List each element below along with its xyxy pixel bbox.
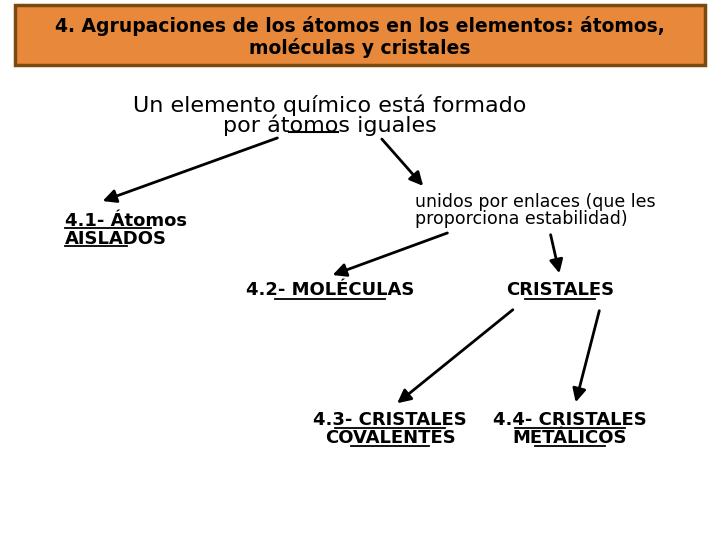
- Text: 4.4- CRISTALES: 4.4- CRISTALES: [493, 411, 647, 429]
- Text: moléculas y cristales: moléculas y cristales: [249, 38, 471, 58]
- Text: unidos por enlaces (que les: unidos por enlaces (que les: [415, 193, 656, 211]
- Text: 4. Agrupaciones de los átomos en los elementos: átomos,: 4. Agrupaciones de los átomos en los ele…: [55, 16, 665, 36]
- Text: CRISTALES: CRISTALES: [506, 281, 614, 299]
- Text: 4.3- CRISTALES: 4.3- CRISTALES: [313, 411, 467, 429]
- Text: COVALENTES: COVALENTES: [325, 429, 455, 447]
- Text: por átomos iguales: por átomos iguales: [223, 114, 437, 136]
- Text: METÁLICOS: METÁLICOS: [513, 429, 627, 447]
- FancyBboxPatch shape: [15, 5, 705, 65]
- Text: 4.2- MOLÉCULAS: 4.2- MOLÉCULAS: [246, 281, 414, 299]
- Text: 4.1- Átomos: 4.1- Átomos: [65, 212, 187, 230]
- Text: AISLADOS: AISLADOS: [65, 230, 167, 248]
- Text: proporciona estabilidad): proporciona estabilidad): [415, 210, 628, 228]
- Text: Un elemento químico está formado: Un elemento químico está formado: [133, 94, 527, 116]
